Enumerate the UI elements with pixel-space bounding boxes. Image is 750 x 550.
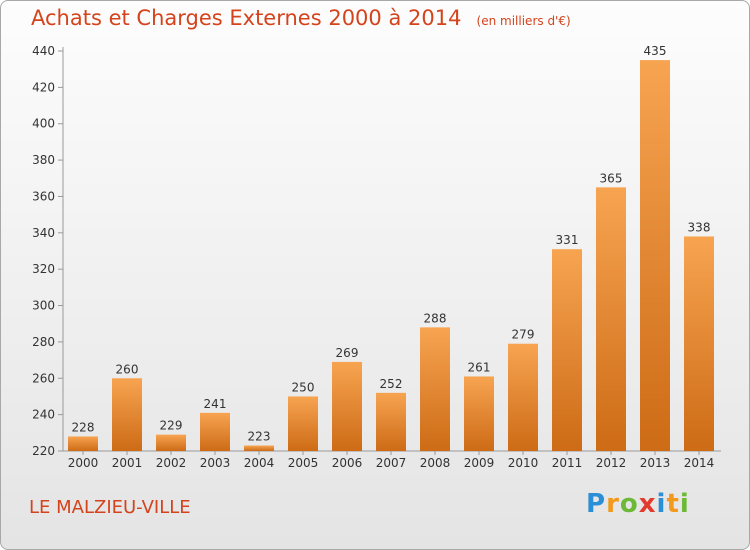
x-tick-label: 2000 — [68, 456, 99, 470]
bar — [288, 396, 318, 451]
x-tick-label: 2006 — [332, 456, 363, 470]
y-tick-label: 300 — [32, 299, 55, 313]
bar — [376, 392, 406, 451]
bar-value-label: 229 — [160, 419, 183, 433]
bar — [156, 434, 186, 451]
y-tick-label: 260 — [32, 371, 55, 385]
bar — [508, 343, 538, 451]
x-tick-label: 2013 — [640, 456, 671, 470]
commune-name: LE MALZIEU-VILLE — [29, 497, 191, 518]
x-tick-label: 2002 — [156, 456, 187, 470]
bar — [112, 378, 142, 451]
bar-value-label: 260 — [116, 362, 139, 376]
bar — [596, 187, 626, 451]
value-labels: 228 260 229 241 223 250 269 252 288 261 279 331 365 4… — [72, 44, 711, 443]
bar — [68, 436, 98, 451]
y-tick-label: 240 — [32, 408, 55, 422]
bar-value-label: 338 — [688, 220, 711, 234]
x-tick-label: 2001 — [112, 456, 143, 470]
x-tick-label: 2011 — [552, 456, 583, 470]
bar-value-label: 288 — [424, 311, 447, 325]
y-tick-label: 380 — [32, 153, 55, 167]
bar-value-label: 435 — [644, 44, 667, 58]
y-tick-label: 360 — [32, 189, 55, 203]
x-tick-label: 2004 — [244, 456, 275, 470]
axes: 220 240 260 280 300 320 340 360 380 400 420 440 2000… — [32, 44, 721, 470]
y-tick-label: 420 — [32, 80, 55, 94]
chart-unit: (en milliers d'€) — [476, 14, 571, 28]
bar — [464, 376, 494, 451]
bar — [244, 445, 274, 451]
bar — [684, 236, 714, 451]
bar-value-label: 252 — [380, 377, 403, 391]
bar — [332, 361, 362, 451]
bar — [420, 327, 450, 451]
bar-value-label: 223 — [248, 430, 271, 444]
y-tick-label: 320 — [32, 262, 55, 276]
proxiti-logo: Proxiti — [586, 489, 690, 519]
bar-value-label: 228 — [72, 420, 95, 434]
chart-title: Achats et Charges Externes 2000 à 2014 — [31, 6, 462, 30]
bar — [200, 412, 230, 451]
x-tick-label: 2005 — [288, 456, 319, 470]
y-tick-label: 280 — [32, 335, 55, 349]
x-tick-label: 2008 — [420, 456, 451, 470]
x-tick-label: 2007 — [376, 456, 407, 470]
x-tick-label: 2014 — [684, 456, 715, 470]
bar-value-label: 269 — [336, 346, 359, 360]
x-tick-label: 2009 — [464, 456, 495, 470]
x-tick-label: 2003 — [200, 456, 231, 470]
x-tick-label: 2010 — [508, 456, 539, 470]
bar-value-label: 261 — [468, 360, 491, 374]
bar — [552, 249, 582, 451]
bar-value-label: 365 — [600, 171, 623, 185]
bar-value-label: 250 — [292, 380, 315, 394]
y-tick-label: 400 — [32, 117, 55, 131]
chart-title-block: Achats et Charges Externes 2000 à 2014 (… — [31, 6, 571, 30]
bar-value-label: 331 — [556, 233, 579, 247]
x-tick-label: 2012 — [596, 456, 627, 470]
bars — [68, 60, 714, 451]
y-tick-label: 440 — [32, 44, 55, 58]
bar — [640, 60, 670, 451]
bar-value-label: 241 — [204, 397, 227, 411]
bar-value-label: 279 — [512, 328, 535, 342]
y-tick-label: 220 — [32, 444, 55, 458]
y-tick-label: 340 — [32, 226, 55, 240]
